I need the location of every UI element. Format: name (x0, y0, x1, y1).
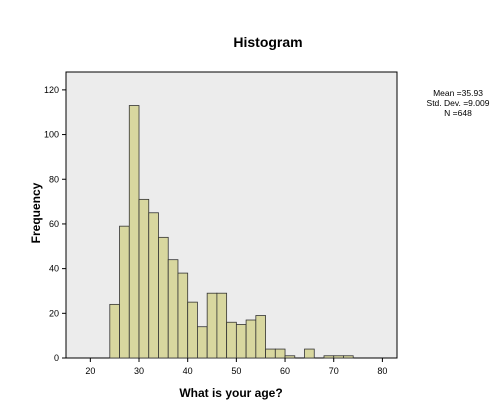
histogram-bar (148, 212, 159, 359)
x-tick-label: 50 (231, 366, 241, 376)
histogram-bar (187, 301, 198, 359)
stats-box: Mean =35.93 Std. Dev. =9.009 N =648 (427, 88, 490, 118)
histogram-bar (323, 355, 335, 359)
y-axis: 0 20 40 60 80 100 120 (44, 85, 66, 363)
histogram-bar (138, 198, 150, 359)
stats-n: N =648 (444, 108, 472, 118)
histogram-bar (284, 355, 296, 359)
x-tick-label: 30 (134, 366, 144, 376)
histogram-bar (216, 292, 228, 359)
histogram-bar (255, 315, 266, 359)
y-tick-label: 100 (44, 130, 59, 140)
x-tick-label: 40 (183, 366, 193, 376)
histogram-bar (109, 303, 120, 359)
histogram-bar (128, 105, 140, 359)
y-tick-label: 80 (49, 174, 59, 184)
histogram-bar (265, 348, 276, 359)
stats-std-dev: Std. Dev. =9.009 (427, 98, 490, 108)
y-axis-label: Frequency (29, 182, 43, 243)
chart-title: Histogram (233, 34, 302, 50)
histogram-bar (197, 326, 208, 359)
histogram-bar (245, 319, 257, 359)
histogram-bar (167, 259, 179, 359)
y-tick-label: 120 (44, 85, 59, 95)
histogram-bar (343, 355, 354, 359)
x-axis-label: What is your age? (179, 386, 282, 400)
histogram-bar (177, 272, 189, 359)
x-tick-label: 20 (85, 366, 95, 376)
x-tick-label: 60 (280, 366, 290, 376)
histogram-bar (274, 348, 286, 359)
y-tick-label: 20 (49, 308, 59, 318)
histogram-bar (206, 292, 218, 359)
histogram-bar (119, 225, 130, 359)
histogram-bar (304, 348, 315, 359)
y-tick-label: 0 (54, 353, 59, 363)
x-tick-label: 80 (377, 366, 387, 376)
histogram-bar (226, 321, 237, 359)
x-axis: 20 30 40 50 60 70 80 (85, 358, 387, 376)
histogram-bars (109, 105, 354, 359)
y-tick-label: 40 (49, 264, 59, 274)
stats-mean: Mean =35.93 (433, 88, 483, 98)
histogram-bar (333, 355, 344, 359)
x-tick-label: 70 (329, 366, 339, 376)
histogram-bar (235, 324, 247, 359)
y-tick-label: 60 (49, 219, 59, 229)
histogram-bar (158, 236, 169, 359)
